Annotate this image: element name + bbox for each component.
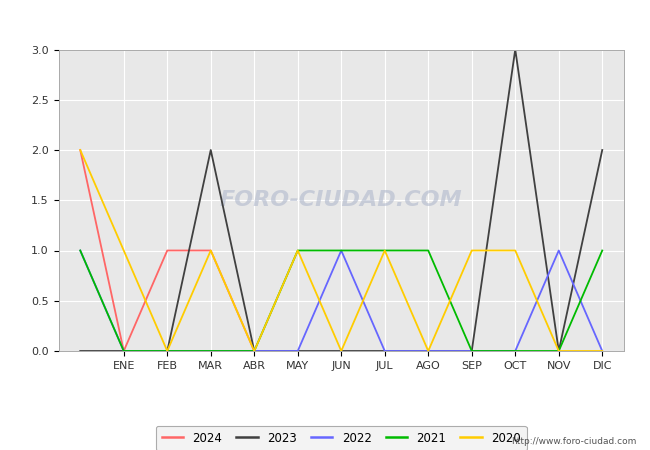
Text: FORO-CIUDAD.COM: FORO-CIUDAD.COM (220, 190, 463, 210)
Text: Matriculaciones de Vehiculos en Yebra: Matriculaciones de Vehiculos en Yebra (166, 11, 484, 29)
Legend: 2024, 2023, 2022, 2021, 2020: 2024, 2023, 2022, 2021, 2020 (156, 426, 526, 450)
Text: http://www.foro-ciudad.com: http://www.foro-ciudad.com (512, 436, 637, 446)
